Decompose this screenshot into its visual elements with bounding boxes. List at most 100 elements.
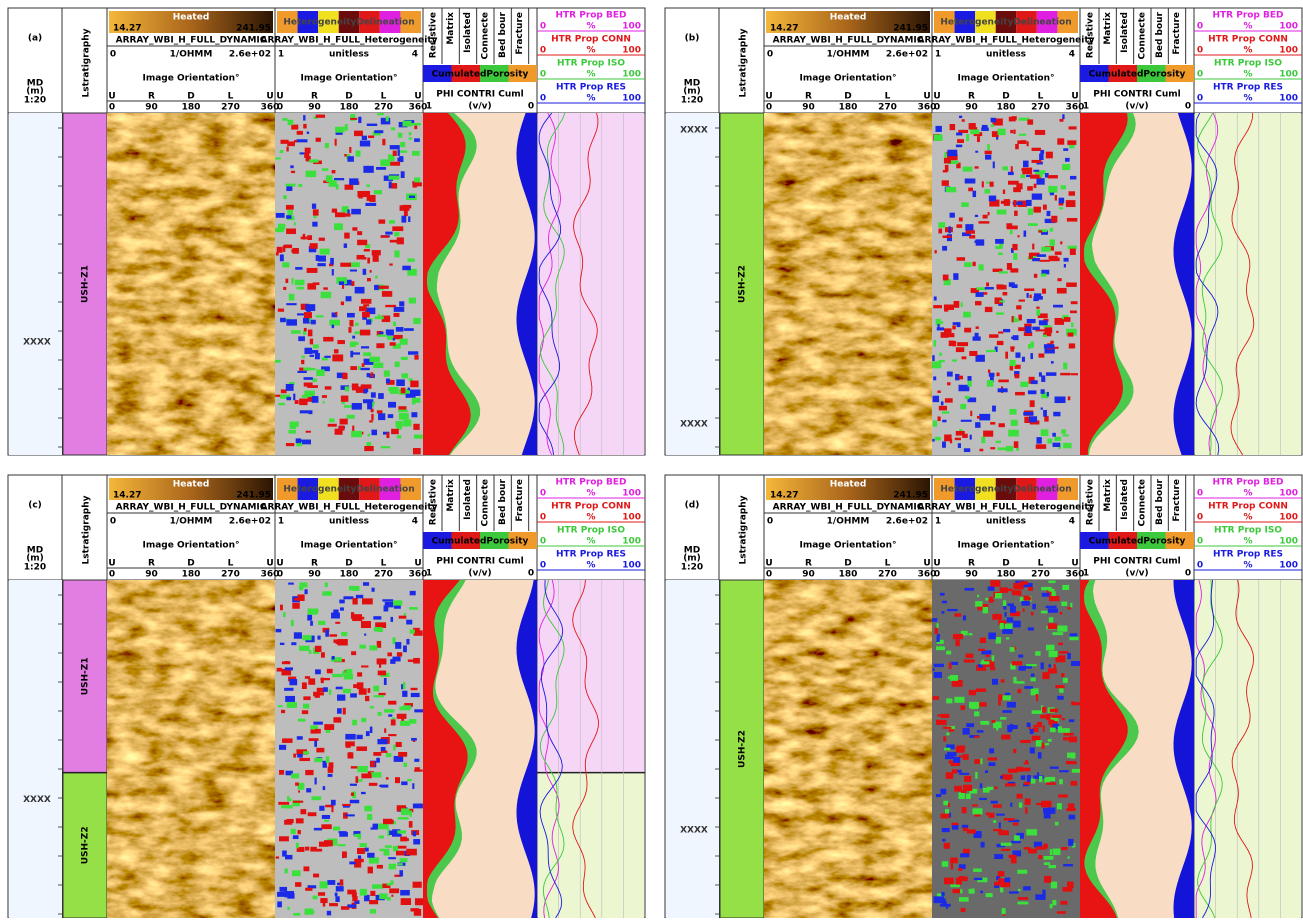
het-patch [966, 723, 974, 727]
het-patch [414, 435, 423, 439]
het-patch [387, 652, 392, 656]
label: R [968, 559, 975, 569]
het-patch [988, 633, 996, 640]
het-patch [355, 287, 365, 294]
het-patch [948, 226, 951, 233]
het-patch [335, 622, 340, 624]
het-patch [946, 187, 957, 192]
het-patch [999, 822, 1001, 828]
het-patch [1055, 685, 1064, 688]
het-patch [367, 373, 370, 377]
het-patch [408, 216, 410, 222]
het-patch [278, 309, 284, 312]
het-patch [990, 182, 994, 187]
track-title: Heated [830, 480, 867, 490]
het-patch [393, 313, 399, 317]
het-patch [375, 316, 384, 319]
het-patch [408, 388, 410, 391]
het-patch [968, 381, 972, 387]
het-patch [344, 154, 347, 156]
label: 1 [935, 517, 941, 527]
het-patch [389, 263, 392, 265]
het-patch [944, 305, 954, 310]
depth-label: XXXX [23, 338, 51, 348]
het-patch [1024, 782, 1030, 785]
zone-label: USH-Z2 [738, 730, 748, 768]
het-patch [975, 166, 979, 168]
het-patch [933, 420, 937, 426]
het-patch [1061, 602, 1067, 606]
het-patch [1028, 208, 1033, 214]
label: U [414, 92, 421, 102]
het-patch [1053, 412, 1060, 417]
het-patch [337, 694, 345, 700]
label: U [923, 92, 930, 102]
het-patch [403, 420, 411, 427]
het-patch [388, 714, 392, 716]
het-patch [985, 598, 988, 601]
het-patch [943, 727, 952, 729]
het-patch [932, 355, 934, 361]
het-patch [285, 869, 288, 874]
het-patch [954, 786, 962, 792]
het-patch [942, 601, 947, 603]
het-patch [986, 282, 989, 286]
het-patch [962, 119, 965, 122]
het-patch [1023, 768, 1031, 772]
het-patch [1062, 718, 1065, 720]
label: HTR Prop CONN [551, 502, 631, 512]
het-patch [314, 741, 317, 747]
het-patch [291, 330, 301, 334]
het-patch [395, 777, 400, 783]
track-title: CumulatedPorosity [1089, 537, 1186, 547]
het-patch [1015, 392, 1025, 395]
het-patch [377, 739, 387, 744]
het-patch [1008, 769, 1018, 773]
label: U [1071, 92, 1078, 102]
het-patch [1028, 587, 1033, 591]
het-patch [352, 227, 357, 230]
het-patch [1040, 173, 1043, 178]
het-patch [396, 851, 405, 856]
het-patch [1070, 311, 1077, 314]
het-patch [304, 328, 307, 331]
het-patch [1024, 762, 1029, 764]
het-patch [284, 245, 292, 249]
het-patch [954, 301, 960, 308]
het-patch [1060, 373, 1070, 376]
het-patch [956, 347, 964, 352]
het-patch [414, 355, 418, 360]
het-patch [341, 302, 344, 306]
het-patch [1039, 353, 1045, 357]
het-patch [942, 611, 945, 614]
het-patch [401, 781, 407, 785]
het-patch [982, 125, 988, 128]
het-patch [308, 608, 318, 614]
het-patch [963, 785, 972, 791]
label: 100 [622, 513, 641, 523]
het-patch [981, 842, 985, 848]
het-patch [1002, 629, 1012, 634]
het-patch [339, 832, 348, 837]
het-patch [361, 621, 371, 628]
het-patch [963, 167, 973, 172]
het-patch [292, 870, 301, 876]
het-patch [377, 334, 387, 336]
het-patch [311, 320, 316, 325]
het-patch [1048, 739, 1052, 742]
het-patch [401, 216, 406, 223]
het-patch [294, 222, 296, 225]
panel-label: (c) [28, 501, 42, 511]
het-patch [959, 897, 969, 902]
het-patch [1000, 887, 1003, 892]
het-patch [1046, 714, 1051, 720]
het-patch [291, 773, 299, 778]
het-patch [303, 751, 309, 754]
het-patch [1019, 300, 1025, 302]
het-patch [327, 880, 335, 885]
het-patch [943, 235, 952, 237]
het-patch [340, 419, 348, 425]
het-patch [303, 704, 309, 709]
het-patch [344, 243, 347, 247]
het-patch [345, 814, 355, 816]
